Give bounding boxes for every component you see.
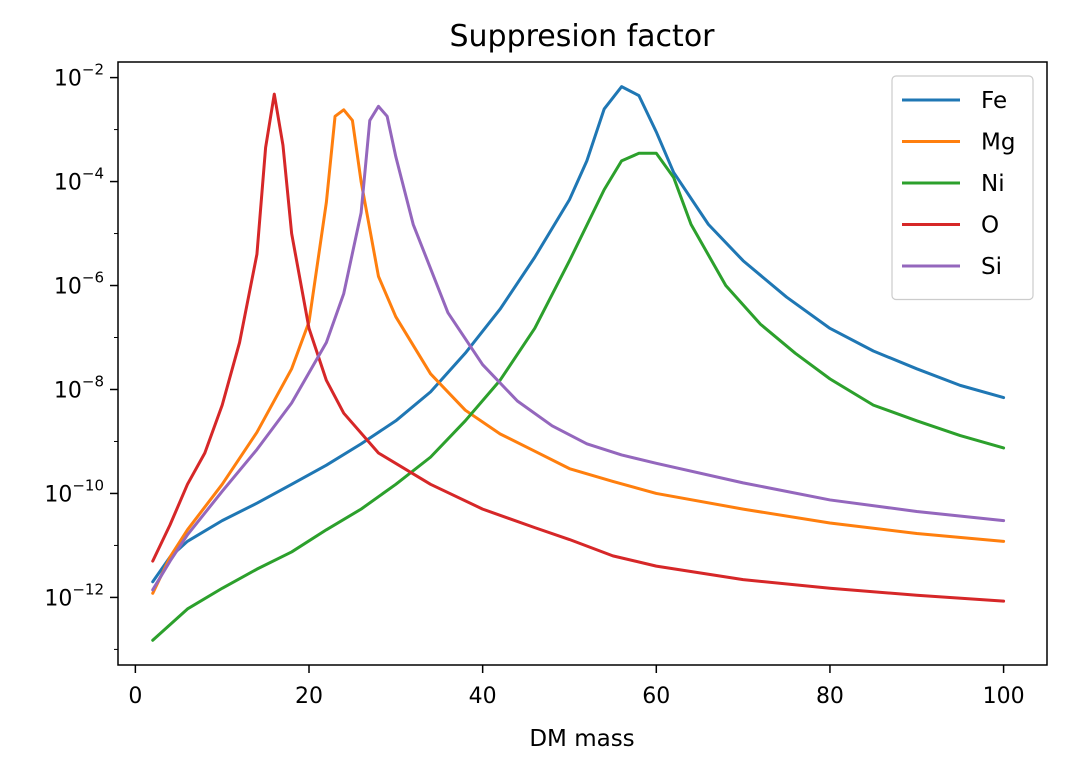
x-tick-label: 60 (642, 684, 670, 709)
series-line-mg (151, 108, 1006, 595)
y-tick-label-exponent: −10 (72, 476, 104, 494)
y-tick-label-exponent: −12 (72, 580, 104, 598)
y-tick-label-base: 10 (44, 586, 72, 611)
y-tick-label-exponent: −8 (82, 372, 104, 390)
y-tick-label: 10−10 (44, 476, 104, 507)
x-tick-label: 40 (469, 684, 497, 709)
legend-label-fe: Fe (981, 88, 1007, 114)
series-line-o (151, 92, 1006, 603)
plot-area-frame (117, 61, 1048, 666)
y-tick-label-base: 10 (44, 482, 72, 507)
series-layer (151, 85, 1006, 642)
legend-label-ni: Ni (981, 171, 1005, 197)
y-tick-label: 10−4 (54, 165, 104, 196)
y-tick-label-base: 10 (54, 171, 82, 196)
y-tick-label: 10−6 (54, 269, 104, 300)
chart-title: Suppresion factor (449, 19, 715, 54)
y-tick-label-exponent: −2 (82, 61, 104, 79)
y-tick-label-base: 10 (54, 67, 82, 92)
x-axis-label: DM mass (529, 726, 634, 752)
x-tick-label: 100 (983, 684, 1025, 709)
series-line-si (151, 104, 1006, 592)
y-tick-label-exponent: −6 (82, 269, 104, 287)
legend: Fe Mg Ni O Si (891, 75, 1034, 301)
y-tick-label-base: 10 (54, 275, 82, 300)
y-tick-label: 10−8 (54, 372, 104, 403)
legend-label-mg: Mg (981, 130, 1015, 156)
legend-frame (891, 75, 1034, 301)
x-tick-label: 80 (816, 684, 844, 709)
x-tick-label: 0 (128, 684, 142, 709)
legend-label-o: O (981, 213, 999, 239)
y-tick-label-base: 10 (54, 378, 82, 403)
x-axis: 0 20 40 60 80 100 (128, 665, 1025, 709)
series-line-ni (151, 151, 1006, 642)
y-tick-label: 10−2 (54, 61, 104, 92)
y-tick-label-exponent: −4 (82, 165, 104, 183)
legend-label-si: Si (981, 254, 1002, 280)
x-tick-label: 20 (295, 684, 323, 709)
y-tick-label: 10−12 (44, 580, 104, 611)
series-line-fe (151, 85, 1006, 584)
